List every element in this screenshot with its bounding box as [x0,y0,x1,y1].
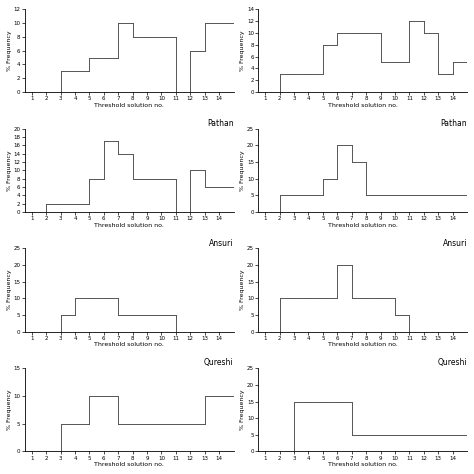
X-axis label: Threshold solution no.: Threshold solution no. [328,223,398,228]
X-axis label: Threshold solution no.: Threshold solution no. [328,342,398,347]
X-axis label: Threshold solution no.: Threshold solution no. [94,342,164,347]
X-axis label: Threshold solution no.: Threshold solution no. [94,103,164,108]
Y-axis label: % Frequency: % Frequency [7,150,12,191]
X-axis label: Threshold solution no.: Threshold solution no. [94,223,164,228]
Text: Pathan: Pathan [440,119,467,128]
Y-axis label: % Frequency: % Frequency [240,30,246,71]
Y-axis label: % Frequency: % Frequency [240,390,246,430]
Text: Qureshi: Qureshi [438,358,467,367]
Text: Ansuri: Ansuri [209,239,234,248]
Y-axis label: % Frequency: % Frequency [7,270,12,310]
Y-axis label: % Frequency: % Frequency [7,30,12,71]
Text: Qureshi: Qureshi [204,358,234,367]
Text: Ansuri: Ansuri [443,239,467,248]
Y-axis label: % Frequency: % Frequency [240,150,246,191]
X-axis label: Threshold solution no.: Threshold solution no. [328,462,398,467]
X-axis label: Threshold solution no.: Threshold solution no. [94,462,164,467]
Text: Pathan: Pathan [207,119,234,128]
Y-axis label: % Frequency: % Frequency [7,390,12,430]
X-axis label: Threshold solution no.: Threshold solution no. [328,103,398,108]
Y-axis label: % Frequency: % Frequency [240,270,246,310]
